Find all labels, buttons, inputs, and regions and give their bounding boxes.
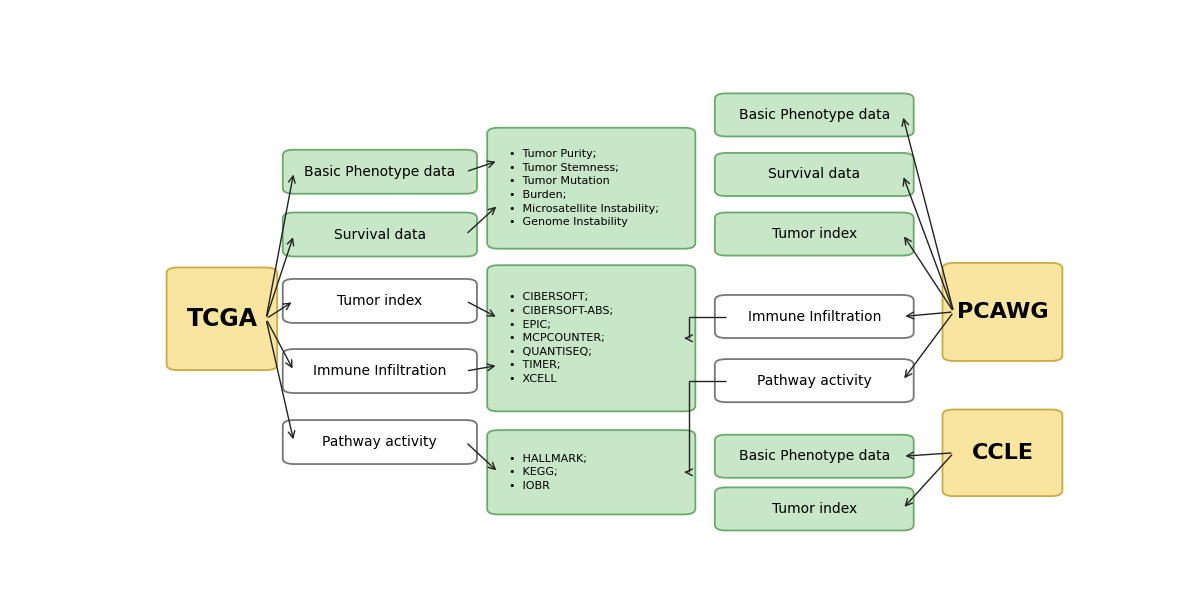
FancyBboxPatch shape: [715, 212, 914, 256]
FancyBboxPatch shape: [487, 430, 695, 515]
Text: PCAWG: PCAWG: [957, 302, 1048, 322]
Text: CCLE: CCLE: [971, 443, 1034, 463]
Text: Pathway activity: Pathway activity: [757, 374, 872, 388]
Text: Basic Phenotype data: Basic Phenotype data: [305, 165, 456, 178]
FancyBboxPatch shape: [283, 150, 477, 194]
Text: TCGA: TCGA: [186, 307, 258, 331]
Text: •  Tumor Purity;
•  Tumor Stemness;
•  Tumor Mutation
•  Burden;
•  Microsatelli: • Tumor Purity; • Tumor Stemness; • Tumo…: [510, 149, 659, 227]
FancyBboxPatch shape: [487, 128, 695, 249]
FancyBboxPatch shape: [715, 93, 914, 136]
Text: Survival data: Survival data: [333, 227, 426, 242]
Text: Tumor index: Tumor index: [337, 294, 422, 308]
FancyBboxPatch shape: [942, 409, 1062, 496]
Text: •  CIBERSOFT;
•  CIBERSOFT-ABS;
•  EPIC;
•  MCPCOUNTER;
•  QUANTISEQ;
•  TIMER;
: • CIBERSOFT; • CIBERSOFT-ABS; • EPIC; • …: [510, 293, 614, 384]
FancyBboxPatch shape: [283, 420, 477, 464]
Text: •  HALLMARK;
•  KEGG;
•  IOBR: • HALLMARK; • KEGG; • IOBR: [510, 453, 588, 491]
FancyBboxPatch shape: [167, 268, 277, 370]
Text: Tumor index: Tumor index: [772, 227, 857, 241]
FancyBboxPatch shape: [283, 279, 477, 323]
FancyBboxPatch shape: [283, 349, 477, 393]
Text: Immune Infiltration: Immune Infiltration: [313, 364, 446, 378]
Text: Survival data: Survival data: [769, 167, 861, 181]
FancyBboxPatch shape: [715, 295, 914, 338]
FancyBboxPatch shape: [942, 263, 1062, 361]
Text: Tumor index: Tumor index: [772, 502, 857, 516]
Text: Immune Infiltration: Immune Infiltration: [748, 309, 881, 324]
FancyBboxPatch shape: [487, 265, 695, 411]
Text: Pathway activity: Pathway activity: [323, 435, 438, 449]
FancyBboxPatch shape: [283, 212, 477, 256]
FancyBboxPatch shape: [715, 435, 914, 478]
FancyBboxPatch shape: [715, 359, 914, 402]
FancyBboxPatch shape: [715, 487, 914, 531]
Text: Basic Phenotype data: Basic Phenotype data: [739, 108, 890, 122]
FancyBboxPatch shape: [715, 153, 914, 196]
Text: Basic Phenotype data: Basic Phenotype data: [739, 449, 890, 464]
